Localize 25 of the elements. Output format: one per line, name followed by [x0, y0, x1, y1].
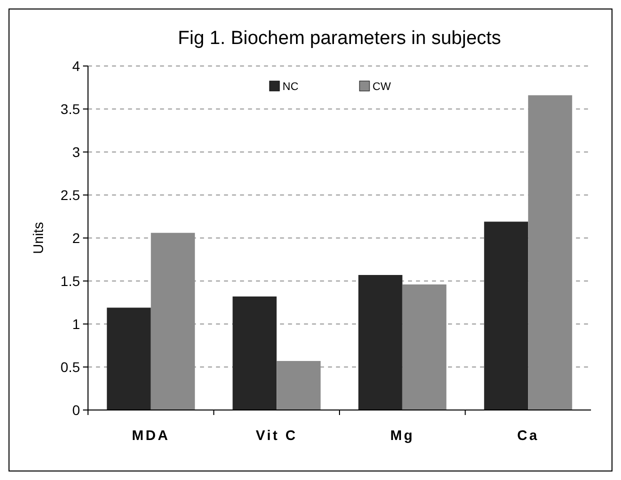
bar — [484, 222, 528, 410]
y-tick-label: 1.5 — [60, 272, 80, 289]
legend-label: NC — [282, 80, 298, 93]
bar — [276, 360, 321, 410]
chart-title: Fig 1. Biochem parameters in subjects — [178, 28, 502, 49]
bar — [402, 284, 446, 410]
y-tick-label: 0.5 — [60, 358, 80, 375]
x-tick-label: Vit C — [256, 427, 298, 443]
y-tick-label: 2 — [72, 230, 80, 246]
legend-label: CW — [372, 80, 392, 93]
y-axis-title: Units — [30, 222, 46, 254]
bar — [528, 95, 572, 410]
x-tick-label: MDA — [132, 427, 170, 443]
bar — [232, 296, 277, 410]
y-tick-label: 2.5 — [60, 186, 80, 203]
x-tick-label: Ca — [517, 427, 540, 443]
y-tick-label: 0 — [72, 402, 80, 418]
bar — [106, 308, 151, 410]
x-tick-label: Mg — [390, 427, 414, 443]
y-tick-label: 4 — [72, 58, 80, 74]
y-tick-label: 1 — [72, 316, 80, 332]
y-tick-label: 3.5 — [60, 100, 80, 117]
y-tick-label: 3 — [72, 144, 80, 160]
bar — [150, 232, 195, 410]
bar — [358, 274, 402, 410]
